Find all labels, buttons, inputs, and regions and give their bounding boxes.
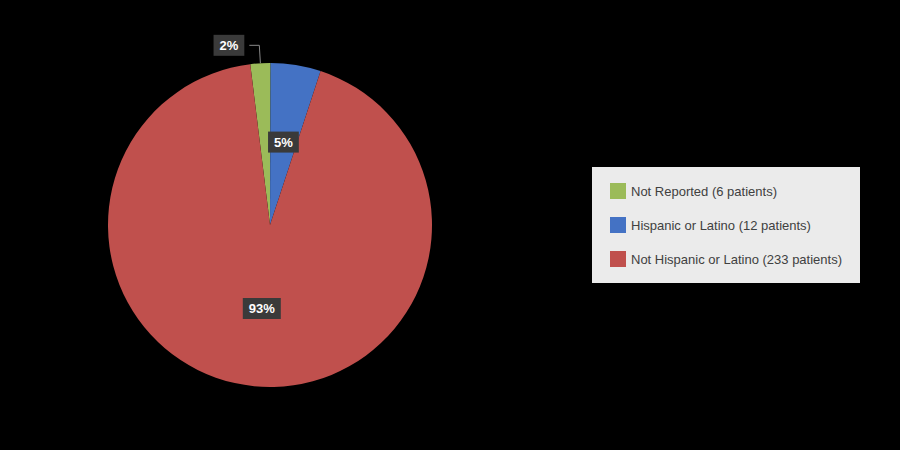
- svg-text:Not Reported (6 patients): Not Reported (6 patients): [631, 184, 777, 199]
- svg-text:2%: 2%: [220, 38, 239, 53]
- svg-text:93%: 93%: [249, 301, 275, 316]
- svg-text:Hispanic or Latino (12 patient: Hispanic or Latino (12 patients): [631, 218, 811, 233]
- svg-text:5%: 5%: [274, 135, 293, 150]
- svg-text:Not Hispanic or Latino (233 pa: Not Hispanic or Latino (233 patients): [631, 252, 842, 267]
